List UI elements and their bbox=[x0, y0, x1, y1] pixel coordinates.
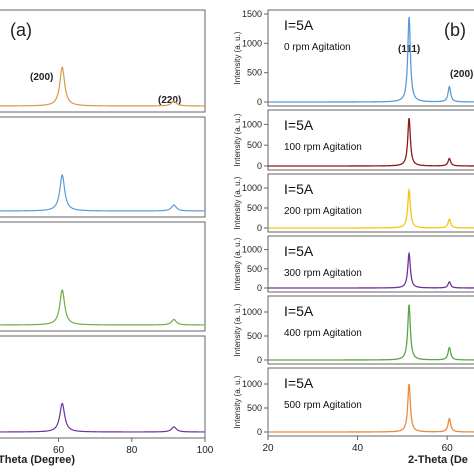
right-peak-label-200: (200) bbox=[450, 69, 473, 80]
right-y-tick-label: 500 bbox=[247, 403, 262, 413]
right-y-tick-label: 1500 bbox=[242, 9, 262, 19]
current-label: I=5A bbox=[284, 375, 314, 391]
right-y-tick-label: 500 bbox=[247, 264, 262, 274]
right-y-tick-label: 0 bbox=[257, 427, 262, 437]
left-x-axis-label: Theta (Degree) bbox=[0, 454, 75, 466]
left-series-line bbox=[0, 173, 205, 212]
right-peak-label-111: (111) bbox=[398, 44, 420, 55]
left-peak-label-200: (200) bbox=[30, 72, 53, 83]
agitation-label: 400 rpm Agitation bbox=[284, 328, 362, 339]
right-y-tick-label: 1000 bbox=[242, 379, 262, 389]
right-y-axis-label: Intensity (a. u.) bbox=[233, 113, 242, 166]
left-subplot-frame bbox=[0, 335, 206, 439]
agitation-label: 0 rpm Agitation bbox=[284, 42, 351, 53]
right-subplot-frame bbox=[267, 109, 474, 171]
right-y-axis-label: Intensity (a. u.) bbox=[233, 237, 242, 290]
right-subplot-frame bbox=[267, 367, 474, 437]
current-label: I=5A bbox=[284, 303, 314, 319]
right-panel-label: (b) bbox=[444, 20, 466, 40]
right-series-line bbox=[268, 187, 474, 229]
current-label: I=5A bbox=[284, 17, 314, 33]
right-y-tick-label: 500 bbox=[247, 203, 262, 213]
agitation-label: 500 rpm Agitation bbox=[284, 400, 362, 411]
right-subplot-frame bbox=[267, 295, 474, 365]
right-y-tick-label: 0 bbox=[257, 223, 262, 233]
left-peak-label-220: (220) bbox=[158, 95, 181, 106]
left-series-line bbox=[0, 402, 205, 433]
left-chart: 60 80 100 bbox=[0, 9, 214, 456]
right-series-line bbox=[268, 304, 474, 361]
right-y-tick-label: 1000 bbox=[242, 183, 262, 193]
left-series-line bbox=[0, 289, 205, 326]
right-subplot-frame bbox=[267, 173, 474, 233]
right-y-tick-label: 0 bbox=[257, 355, 262, 365]
right-series-line bbox=[268, 251, 474, 289]
left-x-tick-label: 100 bbox=[197, 445, 214, 456]
right-x-tick-label: 60 bbox=[442, 443, 454, 454]
right-y-axis-label: Intensity (a. u.) bbox=[233, 375, 242, 428]
left-subplot-frame bbox=[0, 116, 206, 218]
left-series-line bbox=[0, 66, 205, 107]
current-label: I=5A bbox=[284, 117, 314, 133]
right-y-axis-label: Intensity (a. u.) bbox=[233, 303, 242, 356]
right-series-line bbox=[268, 383, 474, 433]
right-y-tick-label: 500 bbox=[247, 140, 262, 150]
right-y-axis-label: Intensity (a. u.) bbox=[233, 31, 242, 84]
right-y-tick-label: 500 bbox=[247, 68, 262, 78]
current-label: I=5A bbox=[284, 181, 314, 197]
agitation-label: 300 rpm Agitation bbox=[284, 268, 362, 279]
right-y-tick-label: 0 bbox=[257, 97, 262, 107]
right-y-tick-label: 1000 bbox=[242, 245, 262, 255]
right-y-axis-label: Intensity (a. u.) bbox=[233, 176, 242, 229]
right-x-tick-label: 40 bbox=[352, 443, 364, 454]
right-chart: 0 500 1000 1500 Intensity (a. u.) I=5A 0 rpm A… bbox=[233, 9, 474, 454]
right-subplot-frame bbox=[267, 9, 474, 107]
right-x-tick-label: 20 bbox=[262, 443, 274, 454]
right-y-tick-label: 0 bbox=[257, 283, 262, 293]
left-subplot-frame bbox=[0, 9, 206, 113]
right-series-line bbox=[268, 16, 474, 103]
right-y-tick-label: 1000 bbox=[242, 307, 262, 317]
right-y-tick-label: 1000 bbox=[242, 38, 262, 48]
right-y-tick-label: 0 bbox=[257, 161, 262, 171]
left-x-tick-label: 80 bbox=[126, 445, 138, 456]
current-label: I=5A bbox=[284, 243, 314, 259]
agitation-label: 200 rpm Agitation bbox=[284, 206, 362, 217]
left-x-tick-label: 60 bbox=[53, 445, 65, 456]
right-series-line bbox=[268, 117, 474, 167]
left-panel-label: (a) bbox=[10, 20, 32, 40]
left-subplot-frame bbox=[0, 221, 206, 332]
agitation-label: 100 rpm Agitation bbox=[284, 142, 362, 153]
right-y-tick-label: 1000 bbox=[242, 119, 262, 129]
right-y-tick-label: 500 bbox=[247, 331, 262, 341]
right-x-axis-label: 2-Theta (De bbox=[408, 454, 468, 466]
right-subplot-frame bbox=[267, 235, 474, 293]
